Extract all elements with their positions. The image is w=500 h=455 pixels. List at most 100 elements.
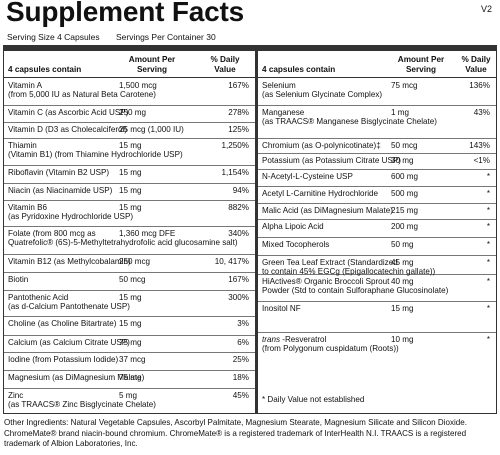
daily-value: 136%	[469, 81, 490, 90]
daily-value: 25%	[232, 355, 249, 364]
daily-value: *	[486, 277, 490, 286]
italic-prefix: trans	[262, 335, 280, 344]
nutrient-row: Riboflavin (Vitamin B2 USP) 15 mg 1,154%	[4, 166, 255, 184]
footer-line-1: Other Ingredients: Natural Vegetable Cap…	[4, 418, 467, 427]
amount-per-serving: 40 mg	[391, 277, 414, 286]
daily-value: 3%	[237, 319, 249, 328]
nutrient-name: Selenium (as Selenium Glycinate Complex)	[262, 81, 382, 100]
nutrient-source-line: (from 5,000 IU as Natural Beta Carotene)	[8, 90, 157, 100]
nutrient-row: Potassium (as Potassium Citrate USP) 30 m…	[258, 154, 496, 170]
supplement-facts-panel: 4 capsules contain Amount Per Serving % …	[3, 45, 497, 414]
nutrient-row: Choline (as Choline Bitartrate) 15 mg 3%	[4, 317, 255, 336]
nutrient-name-line: Inositol NF	[262, 304, 301, 313]
serving-size: Serving Size 4 Capsules	[7, 32, 100, 42]
header-capsules: 4 capsules contain	[8, 65, 82, 74]
nutrient-name-line: Acetyl L-Carnitine Hydrochloride	[262, 189, 379, 198]
amount-per-serving: 1,360 mcg DFE	[119, 229, 176, 238]
nutrient-row: Chromium (as O-polynicotinate)‡ 50 mcg 143…	[258, 139, 496, 154]
amount-per-serving: 250 mg	[119, 108, 146, 117]
nutrient-name-line: Vitamin A	[8, 81, 43, 90]
nutrient-name: Inositol NF	[262, 304, 301, 313]
nutrient-name: Manganese (as TRAACS® Manganese Bisglycin…	[262, 108, 437, 127]
nutrient-name: Choline (as Choline Bitartrate)	[8, 319, 116, 328]
nutrient-name: Thiamin (Vitamin B1) (from Thiamine Hydro…	[8, 141, 183, 160]
serving-info: Serving Size 4 Capsules Servings Per Con…	[7, 32, 216, 42]
nutrient-name: N-Acetyl-L-Cysteine USP	[262, 172, 353, 181]
nutrient-row: N-Acetyl-L-Cysteine USP 600 mg *	[258, 170, 496, 187]
amount-per-serving: 500 mg	[391, 189, 418, 198]
nutrient-name: Vitamin B12 (as Methylcobalamin)	[8, 257, 131, 266]
nutrient-source-line: to contain 45% EGCg (Epigallocatechin ga…	[262, 267, 436, 277]
amount-per-serving: 15 mg	[119, 168, 142, 177]
nutrient-name-line: Calcium (as Calcium Citrate USP)	[8, 338, 130, 347]
amount-per-serving: 215 mg	[391, 206, 418, 215]
daily-value: 167%	[228, 81, 249, 90]
amount-per-serving: 50 mcg	[119, 275, 146, 284]
nutrient-row: Thiamin (Vitamin B1) (from Thiamine Hydro…	[4, 139, 255, 166]
daily-value: 10, 417%	[214, 257, 249, 266]
nutrient-name-line: Vitamin C (as Ascorbic Acid USP)	[8, 108, 129, 117]
nutrient-name: Zinc (as TRAACS® Zinc Bisglycinate Chelat…	[8, 391, 156, 410]
nutrient-name: HiActives® Organic Broccoli Sprout Powder…	[262, 277, 448, 296]
daily-value: 882%	[228, 203, 249, 212]
amount-per-serving: 75 mg	[119, 338, 142, 347]
daily-value: <1%	[473, 156, 490, 165]
nutrient-name: Vitamin C (as Ascorbic Acid USP)	[8, 108, 128, 117]
nutrient-name: Biotin	[8, 275, 28, 284]
other-ingredients: Other Ingredients: Natural Vegetable Cap…	[4, 418, 498, 450]
nutrient-row: Alpha Lipoic Acid 200 mg *	[258, 220, 496, 238]
column-divider	[255, 46, 258, 413]
nutrient-name: Magnesium (as DiMagnesium Malate)	[8, 373, 144, 382]
header-amount-line2: Serving	[405, 65, 437, 74]
nutrient-row: Iodine (from Potassium Iodide) 37 mcg 25%	[4, 353, 255, 371]
amount-per-serving: 37 mcg	[119, 355, 146, 364]
header-amount: Amount Per Serving	[108, 55, 196, 75]
nutrient-source-line: (as TRAACS® Manganese Bisglycinate Chela…	[262, 117, 437, 127]
nutrient-row: HiActives® Organic Broccoli Sprout Powder…	[258, 275, 496, 302]
footer-line-2: ChromeMate® brand niacin-bound chromium.…	[4, 428, 467, 438]
daily-value: 300%	[228, 293, 249, 302]
amount-per-serving: 15 mg	[119, 319, 142, 328]
nutrient-row: Vitamin C (as Ascorbic Acid USP) 250 mg 27…	[4, 106, 255, 123]
amount-per-serving: 15 mg	[119, 186, 142, 195]
amount-per-serving: 30 mg	[391, 156, 414, 165]
daily-value: 167%	[228, 275, 249, 284]
amount-per-serving: 75 mcg	[391, 81, 418, 90]
amount-per-serving: 200 mg	[391, 222, 418, 231]
nutrient-source-line: (as Pyridoxine Hydrochloride USP)	[8, 212, 134, 222]
nutrient-name-line: Vitamin D (D3 as Cholecalciferol)	[8, 125, 128, 134]
nutrient-source-line: Quatrefolic® (6S)-5-Methyltetrahydrofoli…	[8, 238, 238, 248]
nutrient-name-line: HiActives® Organic Broccoli Sprout	[262, 277, 390, 286]
nutrient-name: Pantothenic Acid (as d-Calcium Pantothena…	[8, 293, 130, 312]
daily-value: 43%	[473, 108, 490, 117]
amount-per-serving: 250 mcg	[119, 257, 151, 266]
nutrient-name-line: Selenium	[262, 81, 296, 90]
nutrient-row: trans -Resveratrol (from Polygonum cuspid…	[258, 333, 496, 353]
daily-value: *	[486, 335, 490, 344]
nutrient-name-line: Zinc	[8, 391, 24, 400]
right-column-header: 4 capsules contain Amount Per Serving % …	[258, 54, 496, 78]
daily-value: *	[486, 222, 490, 231]
version-label: V2	[480, 4, 492, 14]
nutrient-name-line: Alpha Lipoic Acid	[262, 222, 324, 231]
header-dv-line2: Value	[214, 65, 236, 74]
nutrient-name-line: Riboflavin (Vitamin B2 USP)	[8, 168, 110, 177]
nutrient-name-line: Potassium (as Potassium Citrate USP)	[262, 156, 401, 165]
nutrient-name-line: Green Tea Leaf Extract (Standardized	[262, 258, 398, 267]
amount-per-serving: 50 mg	[391, 240, 414, 249]
amount-per-serving: 15 mg	[119, 141, 142, 150]
amount-per-serving: 1,500 mcg	[119, 81, 157, 90]
daily-value: 278%	[228, 108, 249, 117]
header-dv-line1: % Daily	[461, 55, 491, 64]
nutrient-row: Vitamin D (D3 as Cholecalciferol) 25 mcg …	[4, 123, 255, 139]
nutrient-source-line: (as Selenium Glycinate Complex)	[262, 90, 383, 100]
nutrient-source-line: (as TRAACS® Zinc Bisglycinate Chelate)	[8, 400, 156, 410]
nutrient-name: Malic Acid (as DiMagnesium Malate)	[262, 206, 393, 215]
nutrient-name-line: Magnesium (as DiMagnesium Malate)	[8, 373, 145, 382]
nutrient-name: Folate (from 800 mcg as Quatrefolic® (6S)…	[8, 229, 238, 248]
amount-per-serving: 75 mg	[119, 373, 142, 382]
header-capsules: 4 capsules contain	[262, 65, 336, 74]
nutrient-name: Vitamin A (from 5,000 IU as Natural Beta …	[8, 81, 156, 100]
nutrient-source-line: (Vitamin B1) (from Thiamine Hydrochlorid…	[8, 150, 183, 160]
nutrient-name-line: N-Acetyl-L-Cysteine USP	[262, 172, 353, 181]
